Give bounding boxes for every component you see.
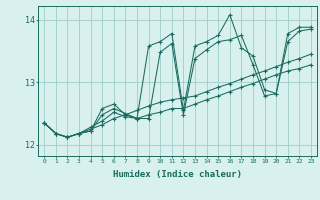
- X-axis label: Humidex (Indice chaleur): Humidex (Indice chaleur): [113, 170, 242, 179]
